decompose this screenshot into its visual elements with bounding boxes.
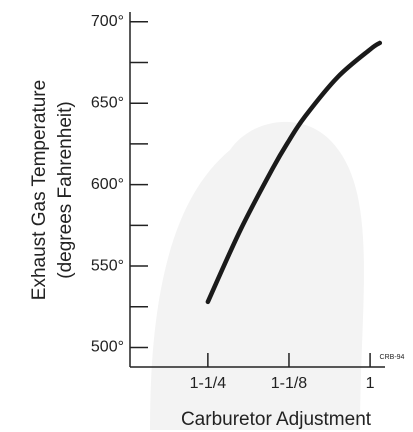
data-line xyxy=(205,40,383,305)
y-tick-label: 500° xyxy=(91,339,124,356)
y-tick-label: 550° xyxy=(91,257,124,274)
x-tick-label: 1-1/4 xyxy=(190,375,227,392)
y-axis-label: Exhaust Gas Temperature xyxy=(29,80,50,300)
y-axis-label: (degrees Fahrenheit) xyxy=(55,101,76,278)
watermark xyxy=(150,121,364,431)
x-axis-label: Carburetor Adjustment xyxy=(181,409,372,430)
x-tick-label: 1 xyxy=(366,375,375,392)
y-tick-label: 600° xyxy=(91,176,124,193)
y-tick-label: 650° xyxy=(91,94,124,111)
y-tick-label: 700° xyxy=(91,13,124,30)
annotation: CRB-94 xyxy=(380,354,405,361)
x-tick-label: 1-1/8 xyxy=(271,375,308,392)
